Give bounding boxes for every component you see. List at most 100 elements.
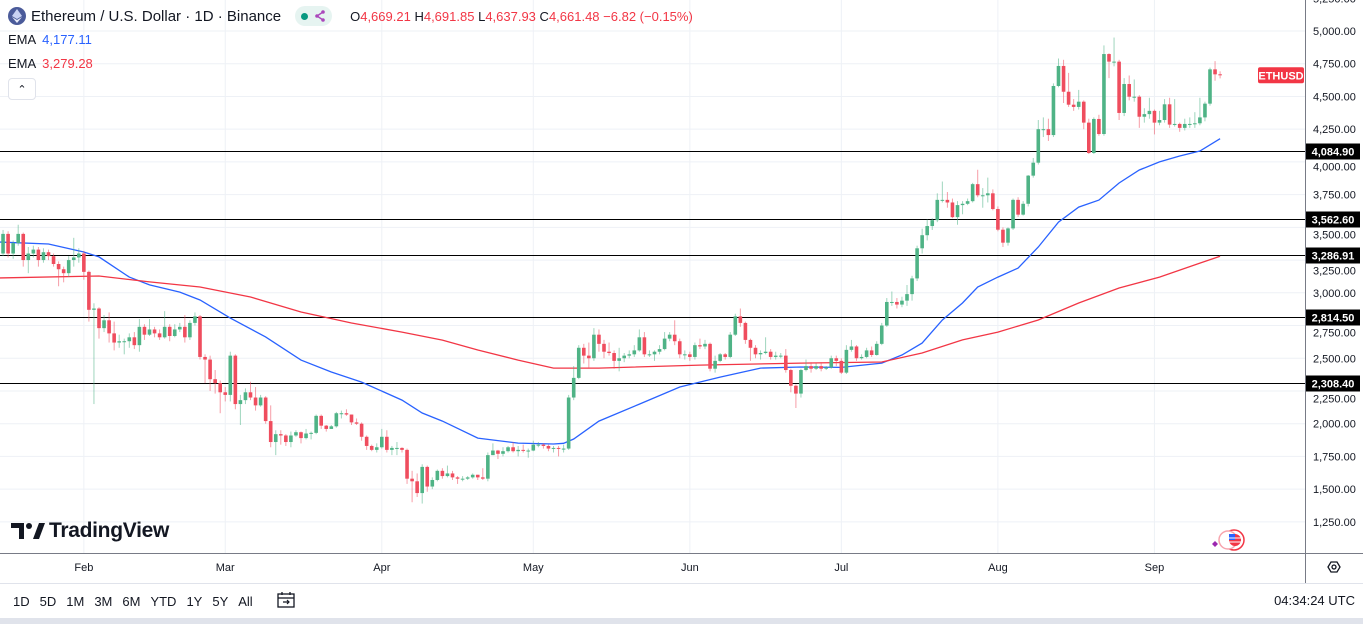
candle-body [178, 326, 182, 330]
candle-up [879, 322, 884, 346]
candle-up [506, 445, 510, 453]
candle-up [799, 368, 803, 398]
candle-down [839, 358, 844, 374]
candle-up [940, 181, 945, 203]
candle-body [218, 383, 222, 393]
candle-body [470, 474, 475, 478]
ema-fast-legend[interactable]: EMA 4,177.11 [8, 32, 92, 47]
candle-body [930, 220, 935, 227]
candle-body [486, 455, 490, 479]
price-axis[interactable]: 1,250.00 1,500.00 1,750.00 2,000.00 2,250.00… [1313, 0, 1356, 529]
candle-body [799, 370, 803, 394]
candle-down [1218, 71, 1222, 79]
range-5y[interactable]: 5Y [212, 593, 229, 609]
price-tick-label: 1,500.00 [1313, 484, 1356, 496]
candle-body [147, 329, 152, 335]
events-flag-icon[interactable] [1212, 529, 1245, 551]
candle-up [1041, 117, 1046, 138]
collapse-legend-button[interactable]: ⌃ [8, 78, 36, 100]
candle-body [622, 355, 626, 359]
candle-body [965, 201, 970, 204]
candle-body [26, 253, 31, 261]
candle-down [425, 465, 430, 492]
candle-body [11, 243, 15, 254]
candle-body [874, 343, 879, 355]
price-tick-label: 2,750.00 [1313, 328, 1356, 340]
market-open-dot-icon [301, 12, 309, 20]
candle-body [334, 413, 339, 427]
candle-body [21, 233, 26, 261]
candle-body [410, 478, 414, 482]
range-1y[interactable]: 1Y [186, 593, 203, 609]
candle-down [819, 362, 823, 372]
candle-down [354, 418, 359, 426]
candle-body [839, 360, 844, 373]
candle-body [1066, 91, 1071, 105]
candle-body [723, 354, 727, 357]
candle-body [304, 433, 308, 439]
candle-body [319, 415, 323, 426]
candle-body [975, 184, 980, 196]
low-value: 4,637.93 [485, 8, 536, 24]
candle-body [1188, 123, 1192, 125]
range-5d[interactable]: 5D [39, 593, 57, 609]
candle-body [1056, 65, 1061, 86]
candle-body [970, 184, 975, 202]
candle-body [1112, 61, 1116, 63]
candle-body [935, 199, 940, 221]
candle-down [1066, 72, 1071, 107]
range-6m[interactable]: 6M [122, 593, 141, 609]
time-axis[interactable]: Feb Mar Apr May Jun Jul Aug Sep [74, 562, 1164, 574]
price-tick-label: 2,250.00 [1313, 394, 1356, 406]
candle-up [127, 333, 132, 348]
time-tick-label: Feb [74, 562, 93, 574]
calendar-range-icon[interactable] [276, 591, 296, 612]
range-all[interactable]: All [238, 593, 253, 609]
price-chart[interactable]: 1,250.00 1,500.00 1,750.00 2,000.00 2,250.00… [0, 0, 1363, 584]
time-tick-label: Apr [373, 562, 390, 574]
candle-body [688, 354, 692, 357]
candle-body [284, 435, 288, 443]
tradingview-logo[interactable]: TradingView [11, 519, 169, 543]
candle-body [521, 449, 525, 451]
candle-up [622, 353, 626, 363]
candle-down [1071, 99, 1076, 111]
candle-down [723, 353, 727, 360]
candle-body [834, 358, 839, 361]
range-3m[interactable]: 3M [94, 593, 113, 609]
svg-text:ETHUSD: ETHUSD [1258, 70, 1303, 82]
symbol-title[interactable]: Ethereum / U.S. Dollar · 1D · Binance [31, 7, 282, 25]
range-1m[interactable]: 1M [66, 593, 85, 609]
candle-down [6, 231, 10, 258]
candle-body [1152, 110, 1157, 123]
range-ytd[interactable]: YTD [150, 593, 177, 609]
candle-up [718, 353, 722, 363]
candle-body [804, 366, 808, 371]
candle-body [890, 301, 894, 303]
price-tick-label: 3,250.00 [1313, 266, 1356, 278]
candle-body [481, 477, 485, 479]
candle-up [1162, 99, 1167, 123]
candle-down [1117, 59, 1121, 121]
candle-up [1193, 112, 1197, 128]
level-labels: 4,084.90 3,562.60 3,286.91 2,814.50 2,308.40 [1306, 143, 1360, 392]
candle-body [359, 423, 364, 437]
candle-body [945, 199, 950, 203]
candle-body [809, 366, 813, 369]
candle-body [571, 377, 576, 398]
candle-up [728, 332, 733, 359]
clock-timezone[interactable]: 04:34:24 UTC [1274, 593, 1355, 608]
candle-body [405, 449, 409, 479]
gear-icon[interactable] [1327, 561, 1341, 573]
ema-slow-legend[interactable]: EMA 3,279.28 [8, 56, 93, 71]
toolbar-divider [0, 583, 1363, 584]
level-label-bg [1306, 143, 1360, 160]
candle-body [1127, 84, 1131, 97]
candle-up [178, 322, 182, 333]
market-status-badge[interactable] [295, 6, 333, 26]
candle-body [753, 347, 758, 355]
candle-body [895, 301, 899, 305]
candle-body [36, 249, 41, 261]
range-1d[interactable]: 1D [13, 593, 30, 609]
candle-up [1188, 117, 1192, 128]
